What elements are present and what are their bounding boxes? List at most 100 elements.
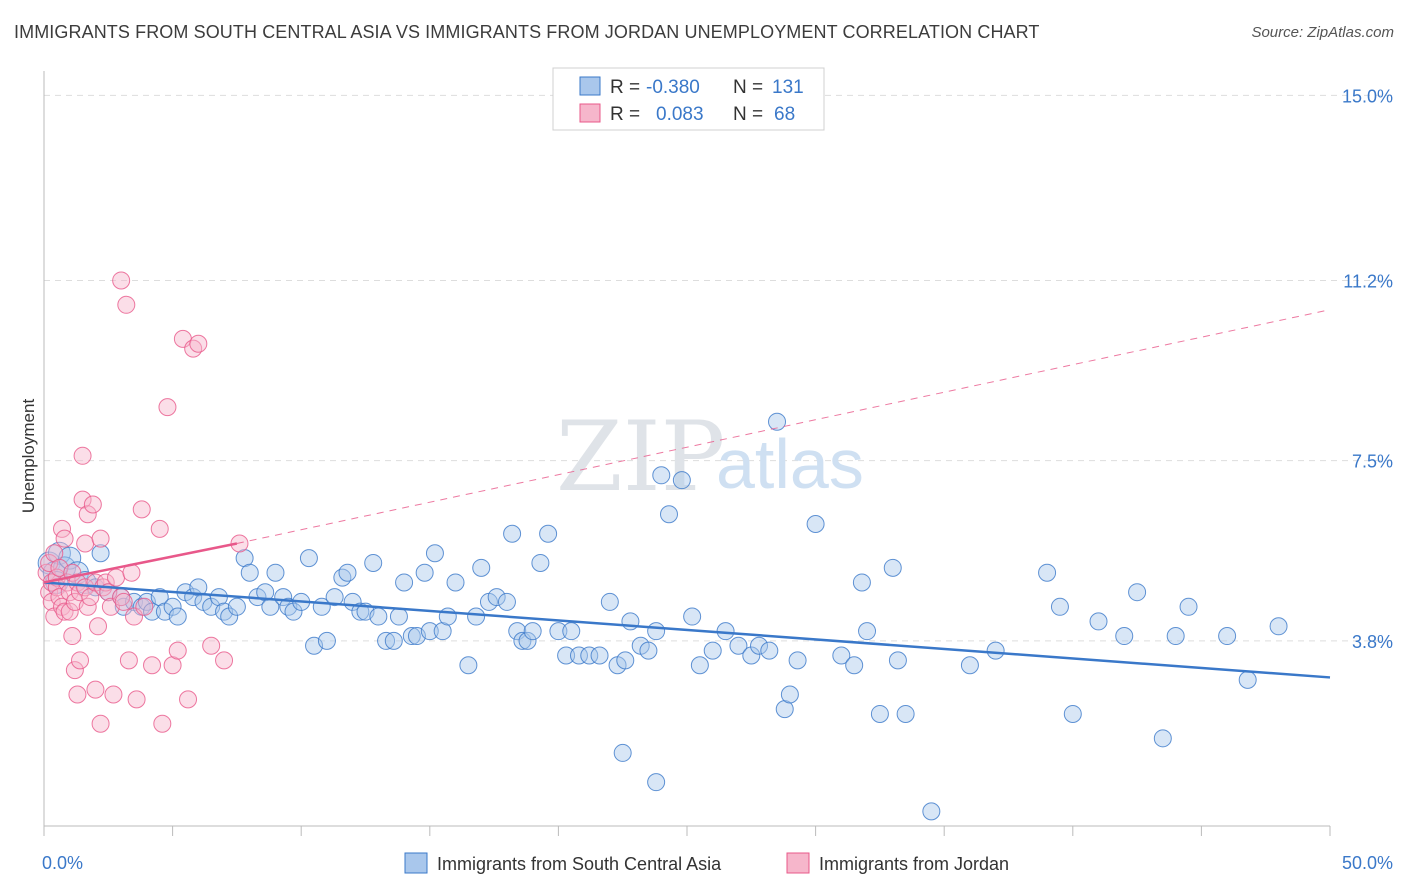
data-point-pink: [150, 519, 169, 538]
data-point-pink: [71, 583, 90, 602]
data-point-pink: [68, 685, 87, 704]
data-point-blue: [858, 622, 877, 641]
data-point-blue: [256, 583, 275, 602]
data-point-pink: [55, 529, 74, 548]
data-point-pink: [40, 553, 59, 572]
data-point-blue: [729, 636, 748, 655]
data-point-pink: [71, 651, 90, 670]
data-point-blue: [351, 602, 370, 621]
legend-swatch-pink: [579, 103, 601, 123]
data-point-blue: [652, 466, 671, 485]
data-point-blue: [549, 622, 568, 641]
legend-r-label-1: R =: [610, 77, 640, 98]
data-point-pink: [76, 534, 95, 553]
watermark-zip: ZIP: [556, 401, 725, 513]
data-point-blue: [1153, 729, 1172, 748]
data-point-blue: [531, 553, 550, 572]
chart-title: IMMIGRANTS FROM SOUTH CENTRAL ASIA VS IM…: [14, 22, 1040, 42]
data-point-blue: [487, 588, 506, 607]
data-point-pink: [83, 495, 102, 514]
data-point-blue: [150, 588, 169, 607]
data-point-blue: [703, 641, 722, 660]
data-point-blue: [168, 607, 187, 626]
y-tick-label: 3.8%: [1352, 632, 1393, 652]
data-point-pink: [158, 398, 177, 417]
data-point-pink: [184, 339, 203, 358]
data-point-blue: [832, 646, 851, 665]
data-point-blue: [415, 563, 434, 582]
trend-line-pink-extension: [236, 309, 1331, 544]
data-point-blue: [590, 646, 609, 665]
data-point-pink: [127, 690, 146, 709]
data-point-pink: [168, 641, 187, 660]
data-point-blue: [420, 622, 439, 641]
watermark-atlas: atlas: [716, 425, 864, 503]
data-point-blue: [433, 622, 452, 641]
data-point-blue: [775, 700, 794, 719]
data-point-blue: [1050, 597, 1069, 616]
data-point-blue: [1269, 617, 1288, 636]
data-point-blue: [845, 656, 864, 675]
bottom-legend-swatch-pink: [786, 852, 810, 874]
legend-r-value-2: 0.083: [656, 104, 704, 125]
data-point-pink: [132, 500, 151, 519]
data-point-pink: [104, 685, 123, 704]
watermark: ZIP atlas: [556, 401, 864, 513]
data-point-blue: [503, 524, 522, 543]
data-point-blue: [395, 573, 414, 592]
data-point-pink: [81, 588, 100, 607]
data-point-blue: [647, 622, 666, 641]
series-jordan: [37, 271, 249, 733]
y-tick-label: 7.5%: [1352, 452, 1393, 472]
data-point-blue: [768, 412, 787, 431]
data-point-pink: [78, 505, 97, 524]
data-point-pink: [89, 617, 108, 636]
data-point-pink: [117, 295, 136, 314]
x-tick-label-max: 50.0%: [1342, 853, 1393, 873]
data-point-blue: [883, 558, 902, 577]
data-point-blue: [425, 544, 444, 563]
legend-n-label-2: N =: [733, 104, 763, 125]
data-point-pink: [119, 651, 138, 670]
data-point-blue: [402, 627, 421, 646]
legend-swatch-blue: [579, 76, 601, 96]
data-point-pink: [65, 661, 84, 680]
data-point-blue: [922, 802, 941, 821]
data-point-blue: [384, 631, 403, 650]
legend-r-value-1: -0.380: [646, 77, 700, 98]
data-point-pink: [73, 490, 92, 509]
data-point-blue: [690, 656, 709, 675]
data-point-blue: [659, 505, 678, 524]
data-point-pink: [112, 271, 131, 290]
data-point-pink: [86, 680, 105, 699]
data-point-blue: [523, 622, 542, 641]
data-point-blue: [333, 568, 352, 587]
bottom-legend-label-pink: Immigrants from Jordan: [819, 854, 1009, 874]
data-point-blue: [647, 773, 666, 792]
data-point-blue: [600, 592, 619, 611]
y-tick-label: 15.0%: [1342, 86, 1393, 106]
data-point-blue: [960, 656, 979, 675]
legend-n-label-1: N =: [733, 77, 763, 98]
data-point-blue: [613, 743, 632, 762]
data-point-blue: [852, 573, 871, 592]
data-point-pink: [91, 529, 110, 548]
data-point-pink: [107, 568, 126, 587]
data-point-blue: [1115, 627, 1134, 646]
data-point-blue: [780, 685, 799, 704]
data-point-blue: [284, 602, 303, 621]
data-point-blue: [1166, 627, 1185, 646]
trend-line-blue: [43, 581, 1331, 679]
data-point-blue: [240, 563, 259, 582]
bottom-legend-label-blue: Immigrants from South Central Asia: [437, 854, 722, 874]
data-point-blue: [472, 558, 491, 577]
source-label: Source: ZipAtlas.com: [1251, 24, 1394, 41]
data-point-blue: [1128, 583, 1147, 602]
data-point-blue: [299, 549, 318, 568]
data-point-blue: [58, 546, 82, 570]
data-point-blue: [163, 597, 182, 616]
data-point-pink: [143, 656, 162, 675]
legend-box: R = -0.380 N = 131 R = 0.083 N = 68: [552, 67, 825, 131]
data-point-blue: [220, 607, 239, 626]
